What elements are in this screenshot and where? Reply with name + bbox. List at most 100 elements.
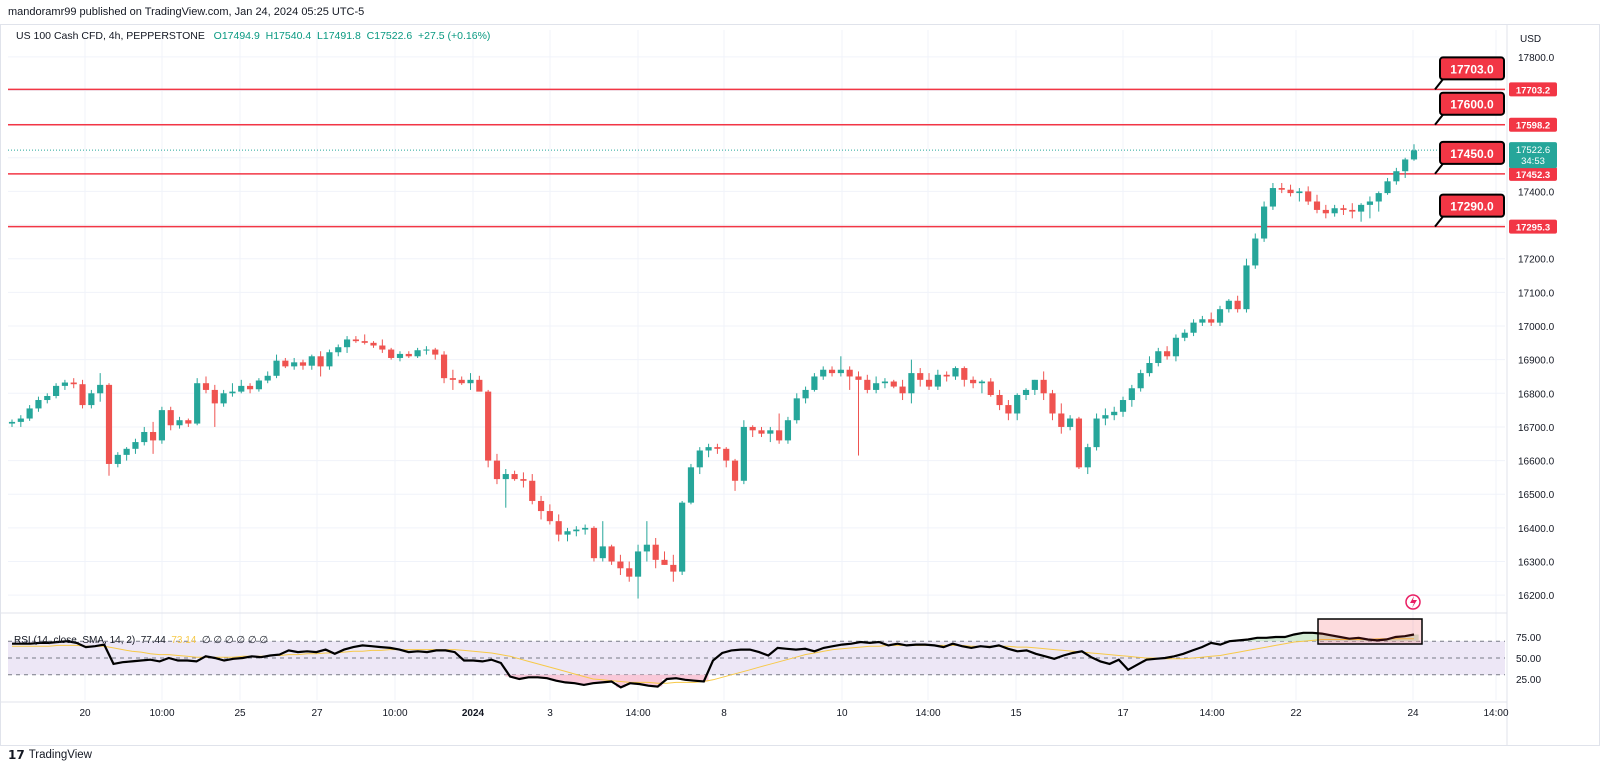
candle-body: [1199, 319, 1206, 323]
low-value: L17491.8: [317, 30, 361, 42]
level-callout-label: 17703.0: [1450, 62, 1494, 76]
change-value: +27.5 (+0.16%): [418, 30, 491, 42]
candle-body: [264, 375, 271, 381]
candle-body: [1040, 379, 1047, 394]
candle-body: [1022, 389, 1030, 395]
candle-body: [899, 386, 906, 394]
candle-body: [1058, 413, 1065, 427]
level-axis-label: 17598.2: [1516, 121, 1550, 132]
time-tick-label: 27: [311, 708, 323, 719]
rsi-legend[interactable]: RSI (14, close, SMA, 14, 2) 77.44 73.14 …: [14, 635, 268, 646]
level-callout-label: 17450.0: [1450, 147, 1494, 161]
current-price-label: 17522.6: [1516, 145, 1550, 156]
lightning-icon: [1405, 594, 1421, 610]
candle-body: [458, 379, 465, 384]
candle-body: [846, 369, 853, 377]
level-callout-box: [1439, 91, 1505, 116]
candle-body: [917, 373, 924, 380]
candle-body: [1102, 415, 1109, 419]
candle-body: [978, 381, 986, 384]
candle-body: [1252, 238, 1259, 266]
countdown-label: 34:53: [1521, 156, 1545, 167]
price-tick-label: 17800.0: [1518, 53, 1555, 64]
rsi-tick-label: 75.00: [1516, 633, 1541, 644]
candle-body: [414, 350, 421, 357]
candle-body: [520, 479, 527, 481]
candle-body: [1014, 394, 1021, 414]
candle-body: [273, 360, 280, 376]
level-axis-badge: [1509, 117, 1557, 132]
candle-body: [299, 362, 307, 366]
candle-body: [608, 546, 615, 562]
candle-body: [634, 551, 642, 577]
candle-body: [502, 474, 509, 480]
candle-body: [158, 410, 165, 441]
candle-body: [1331, 208, 1338, 214]
level-callout-box: [1439, 56, 1505, 81]
candle-body: [1366, 201, 1373, 205]
candle-body: [44, 395, 51, 401]
candle-body: [599, 546, 606, 559]
candle-body: [828, 369, 836, 374]
candle-body: [1146, 363, 1153, 374]
candle-body: [696, 450, 703, 468]
time-tick-label: 14:00: [1483, 708, 1508, 719]
candle-body: [837, 369, 844, 374]
brand-name: TradingView: [28, 749, 92, 761]
price-tick-label: 16300.0: [1518, 558, 1555, 569]
candle-body: [485, 391, 492, 461]
candle-body: [626, 568, 633, 577]
symbol-name[interactable]: US 100 Cash CFD, 4h, PEPPERSTONE: [16, 30, 205, 42]
candle-body: [617, 561, 624, 569]
candle-body: [1216, 309, 1224, 323]
time-tick-label: 14:00: [1199, 708, 1224, 719]
level-axis-badge: [1509, 219, 1557, 234]
symbol-legend: US 100 Cash CFD, 4h, PEPPERSTONE O17494.…: [16, 30, 490, 42]
time-tick-label: 17: [1117, 708, 1129, 719]
price-tick-label: 16500.0: [1518, 490, 1555, 501]
candle-body: [873, 383, 880, 390]
candle-body: [802, 389, 809, 399]
candle-body: [141, 431, 148, 443]
candle-body: [811, 376, 818, 390]
candle-body: [396, 353, 404, 358]
candle-body: [343, 339, 351, 348]
price-tick-label: 17100.0: [1518, 288, 1555, 299]
candle-body: [70, 382, 77, 385]
time-tick-label: 8: [721, 708, 727, 719]
high-value: H17540.4: [265, 30, 312, 42]
candle-body: [291, 362, 298, 367]
candle-body: [890, 381, 897, 387]
candle-body: [149, 431, 157, 441]
candle-body: [361, 341, 368, 343]
footer-brand[interactable]: 𝟭𝟳 TradingView: [8, 748, 92, 762]
candle-body: [1172, 337, 1180, 357]
candle-body: [317, 356, 324, 367]
price-tick-label: 16400.0: [1518, 524, 1555, 535]
level-axis-badge: [1509, 166, 1557, 181]
candle-body: [864, 379, 871, 390]
price-tick-label: 16700.0: [1518, 423, 1555, 434]
candle-body: [1410, 150, 1418, 160]
candle-body: [961, 368, 968, 380]
candle-body: [61, 382, 68, 386]
candle-body: [123, 448, 130, 455]
candle-body: [1119, 400, 1127, 412]
candle-body: [555, 521, 562, 535]
candle-body: [26, 408, 33, 419]
time-tick-label: 2024: [462, 708, 485, 719]
candle-body: [643, 544, 650, 552]
candle-body: [388, 349, 395, 358]
candle-body: [1190, 322, 1197, 333]
time-tick-label: 22: [1290, 708, 1302, 719]
candle-body: [476, 379, 483, 392]
candle-body: [1384, 181, 1391, 194]
candle-body: [1049, 393, 1056, 414]
price-tick-label: 16800.0: [1518, 389, 1555, 400]
candle-body: [1093, 418, 1100, 448]
candle-body: [405, 353, 412, 357]
candle-body: [220, 393, 227, 404]
rsi-tick-label: 25.00: [1516, 675, 1541, 686]
candle-body: [1305, 191, 1312, 202]
